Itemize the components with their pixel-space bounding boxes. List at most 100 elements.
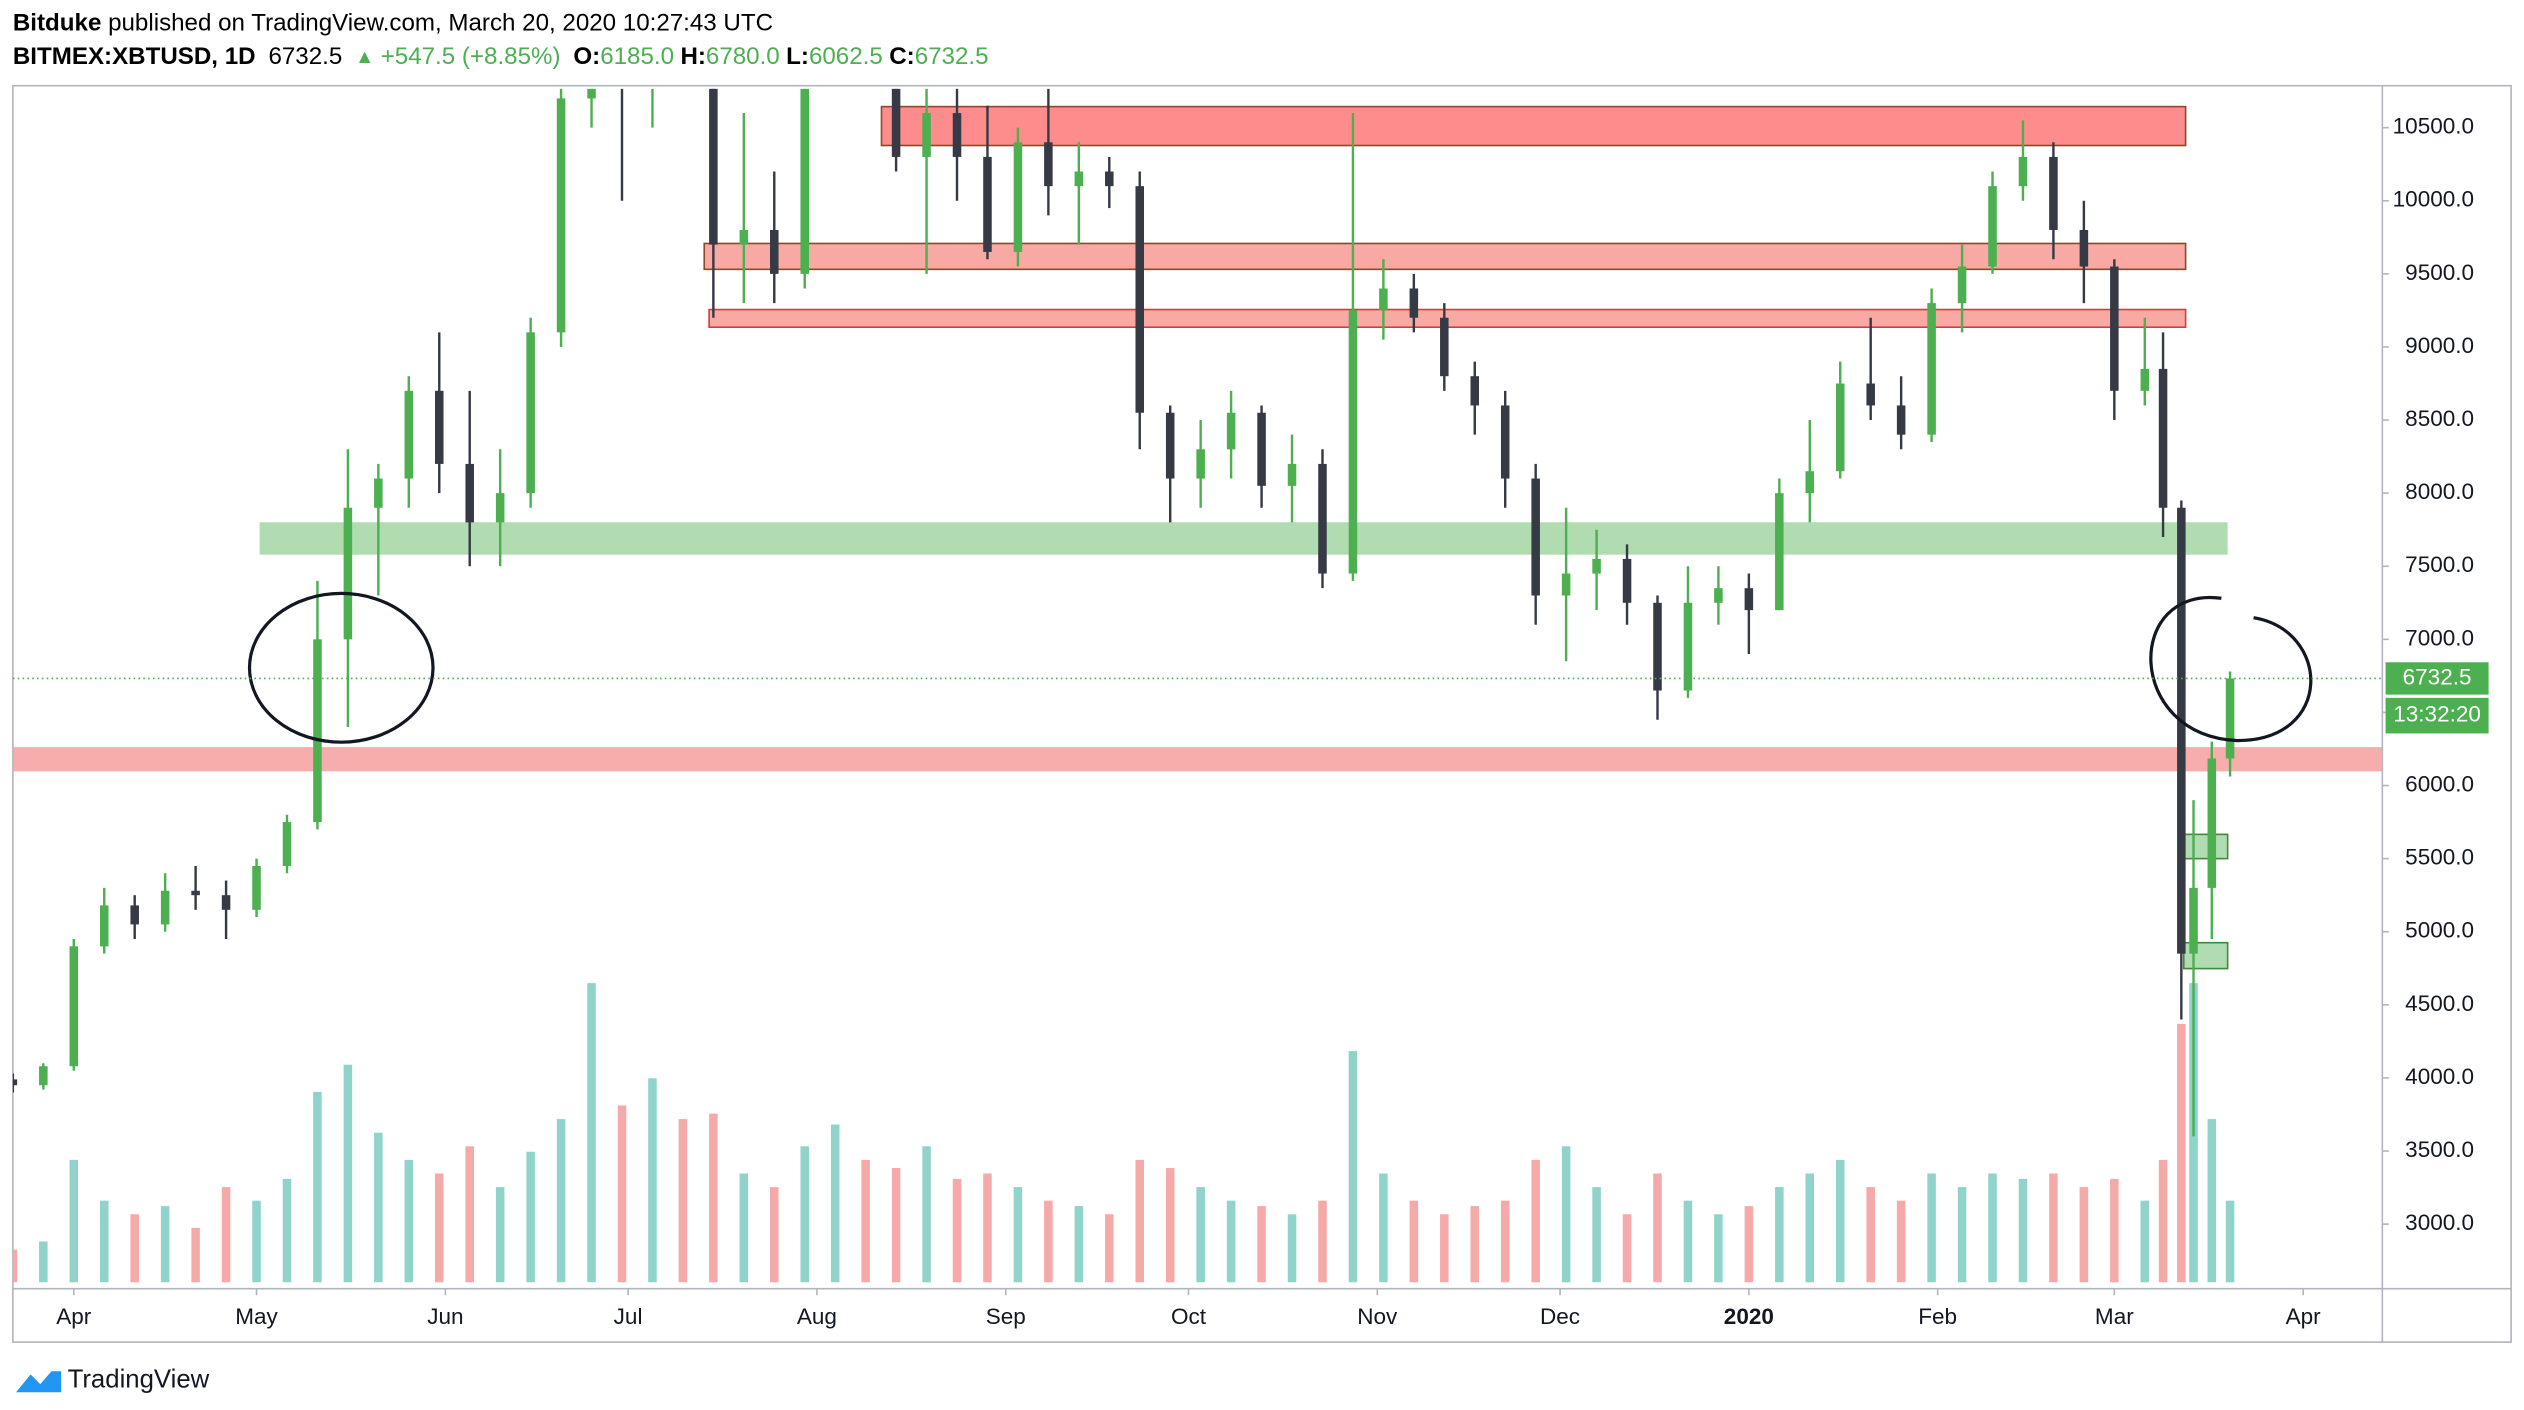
- volume-bar: [648, 1078, 657, 1283]
- volume-bar: [2177, 1023, 2186, 1283]
- volume-bar: [770, 1187, 779, 1283]
- x-tick-label: Jul: [614, 1304, 643, 1329]
- volume-bar: [221, 1187, 231, 1283]
- y-tick-label: 10000.0: [2393, 187, 2474, 212]
- candle-body: [770, 230, 779, 274]
- volume-bar: [1318, 1200, 1327, 1283]
- candle-body: [1409, 288, 1419, 318]
- countdown-label: 13:32:20: [2393, 702, 2481, 727]
- candle-body: [1013, 142, 1023, 252]
- volume-bar: [1957, 1187, 1967, 1283]
- volume-bar: [1622, 1214, 1632, 1283]
- y-tick-label: 8000.0: [2405, 479, 2474, 504]
- change-icon: ▲: [355, 46, 374, 68]
- candle-body: [1470, 376, 1480, 406]
- candle-body: [374, 478, 383, 508]
- candle-body: [1226, 412, 1236, 450]
- volume-bar: [191, 1227, 200, 1283]
- candle-body: [1896, 405, 1906, 435]
- x-tick-label: 2020: [1724, 1304, 1774, 1329]
- candle-body: [69, 946, 79, 1067]
- volume-bar: [983, 1173, 992, 1283]
- volume-bar: [313, 1091, 322, 1283]
- y-tick-label: 4000.0: [2405, 1064, 2474, 1089]
- candle-body: [130, 905, 139, 925]
- volume-bar: [1196, 1187, 1205, 1283]
- candle-body: [313, 639, 322, 823]
- candle-body: [952, 113, 962, 157]
- volume-bar: [800, 1146, 809, 1283]
- volume-bar: [709, 1113, 718, 1283]
- candle-body: [495, 493, 505, 523]
- y-tick-label: 4500.0: [2405, 991, 2474, 1016]
- candle-body: [1775, 493, 1784, 611]
- volume-bar: [1165, 1168, 1175, 1283]
- publish-line: Bitduke published on TradingView.com, Ma…: [13, 10, 773, 37]
- candle-body: [343, 507, 353, 640]
- candle-body: [1531, 478, 1540, 596]
- candle-body: [1074, 171, 1084, 187]
- y-tick-label: 8500.0: [2405, 406, 2474, 431]
- volume-bar: [434, 1173, 444, 1283]
- candle-body: [39, 1066, 48, 1086]
- candle-body: [2018, 156, 2028, 187]
- candle-body: [587, 88, 596, 99]
- candle-body: [1653, 602, 1662, 691]
- volume-bar: [282, 1178, 292, 1283]
- volume-bar: [1927, 1173, 1936, 1283]
- volume-bar: [69, 1159, 79, 1283]
- volume-bar: [891, 1168, 901, 1283]
- last: 6732.5: [268, 44, 342, 71]
- volume-bar: [1653, 1173, 1662, 1283]
- candle-body: [891, 88, 901, 157]
- candle-body: [1044, 142, 1053, 187]
- candle-body: [2110, 266, 2119, 391]
- candle-body: [12, 1079, 18, 1086]
- candle-body: [2079, 230, 2089, 267]
- h-label: H:: [680, 44, 705, 71]
- volume-bar: [1866, 1187, 1875, 1283]
- volume-bar: [2018, 1178, 2028, 1283]
- volume-bar: [2140, 1200, 2150, 1283]
- x-tick-label: Mar: [2095, 1304, 2134, 1329]
- footer-brand: TradingView: [68, 1366, 210, 1394]
- candle-body: [2158, 368, 2168, 508]
- volume-bar: [739, 1173, 749, 1283]
- change: +547.5 (+8.85%): [381, 44, 561, 71]
- volume-bar: [1561, 1146, 1571, 1283]
- x-tick-label: Feb: [1918, 1304, 1957, 1329]
- candle-body: [191, 890, 200, 896]
- volume-bar: [1470, 1206, 1480, 1283]
- candle-body: [1379, 288, 1388, 311]
- l-label: L:: [786, 44, 809, 71]
- volume-bar: [343, 1064, 353, 1283]
- x-tick-label: Nov: [1357, 1304, 1398, 1329]
- x-tick-label: Jun: [427, 1304, 463, 1329]
- published: published on TradingView.com, March 20, …: [101, 10, 773, 37]
- candle-body: [1257, 412, 1266, 486]
- circle-annotation: [247, 591, 435, 744]
- candle-body: [404, 390, 414, 479]
- candle-body: [1835, 383, 1845, 472]
- candle-body: [983, 156, 992, 252]
- symbol: BITMEX:XBTUSD, 1D: [13, 44, 256, 71]
- candle-body: [1440, 317, 1449, 377]
- candle-body: [1957, 266, 1967, 304]
- o-label: O:: [573, 44, 600, 71]
- candle-body: [282, 822, 292, 866]
- candle-body: [556, 98, 566, 333]
- h: 6780.0: [706, 44, 780, 71]
- volume-bar: [617, 1105, 627, 1283]
- volume-bar: [1683, 1200, 1693, 1283]
- volume-bar: [1226, 1200, 1236, 1283]
- volume-bar: [1105, 1214, 1114, 1283]
- candle-body: [2140, 368, 2150, 391]
- zone: [880, 105, 2187, 147]
- volume-bar: [1257, 1206, 1266, 1283]
- candle-body: [526, 332, 535, 494]
- volume-bar: [1135, 1159, 1145, 1283]
- candle-body: [1592, 558, 1601, 574]
- volume-bar: [160, 1206, 170, 1283]
- frame: [12, 84, 2512, 1343]
- zone: [703, 242, 2187, 271]
